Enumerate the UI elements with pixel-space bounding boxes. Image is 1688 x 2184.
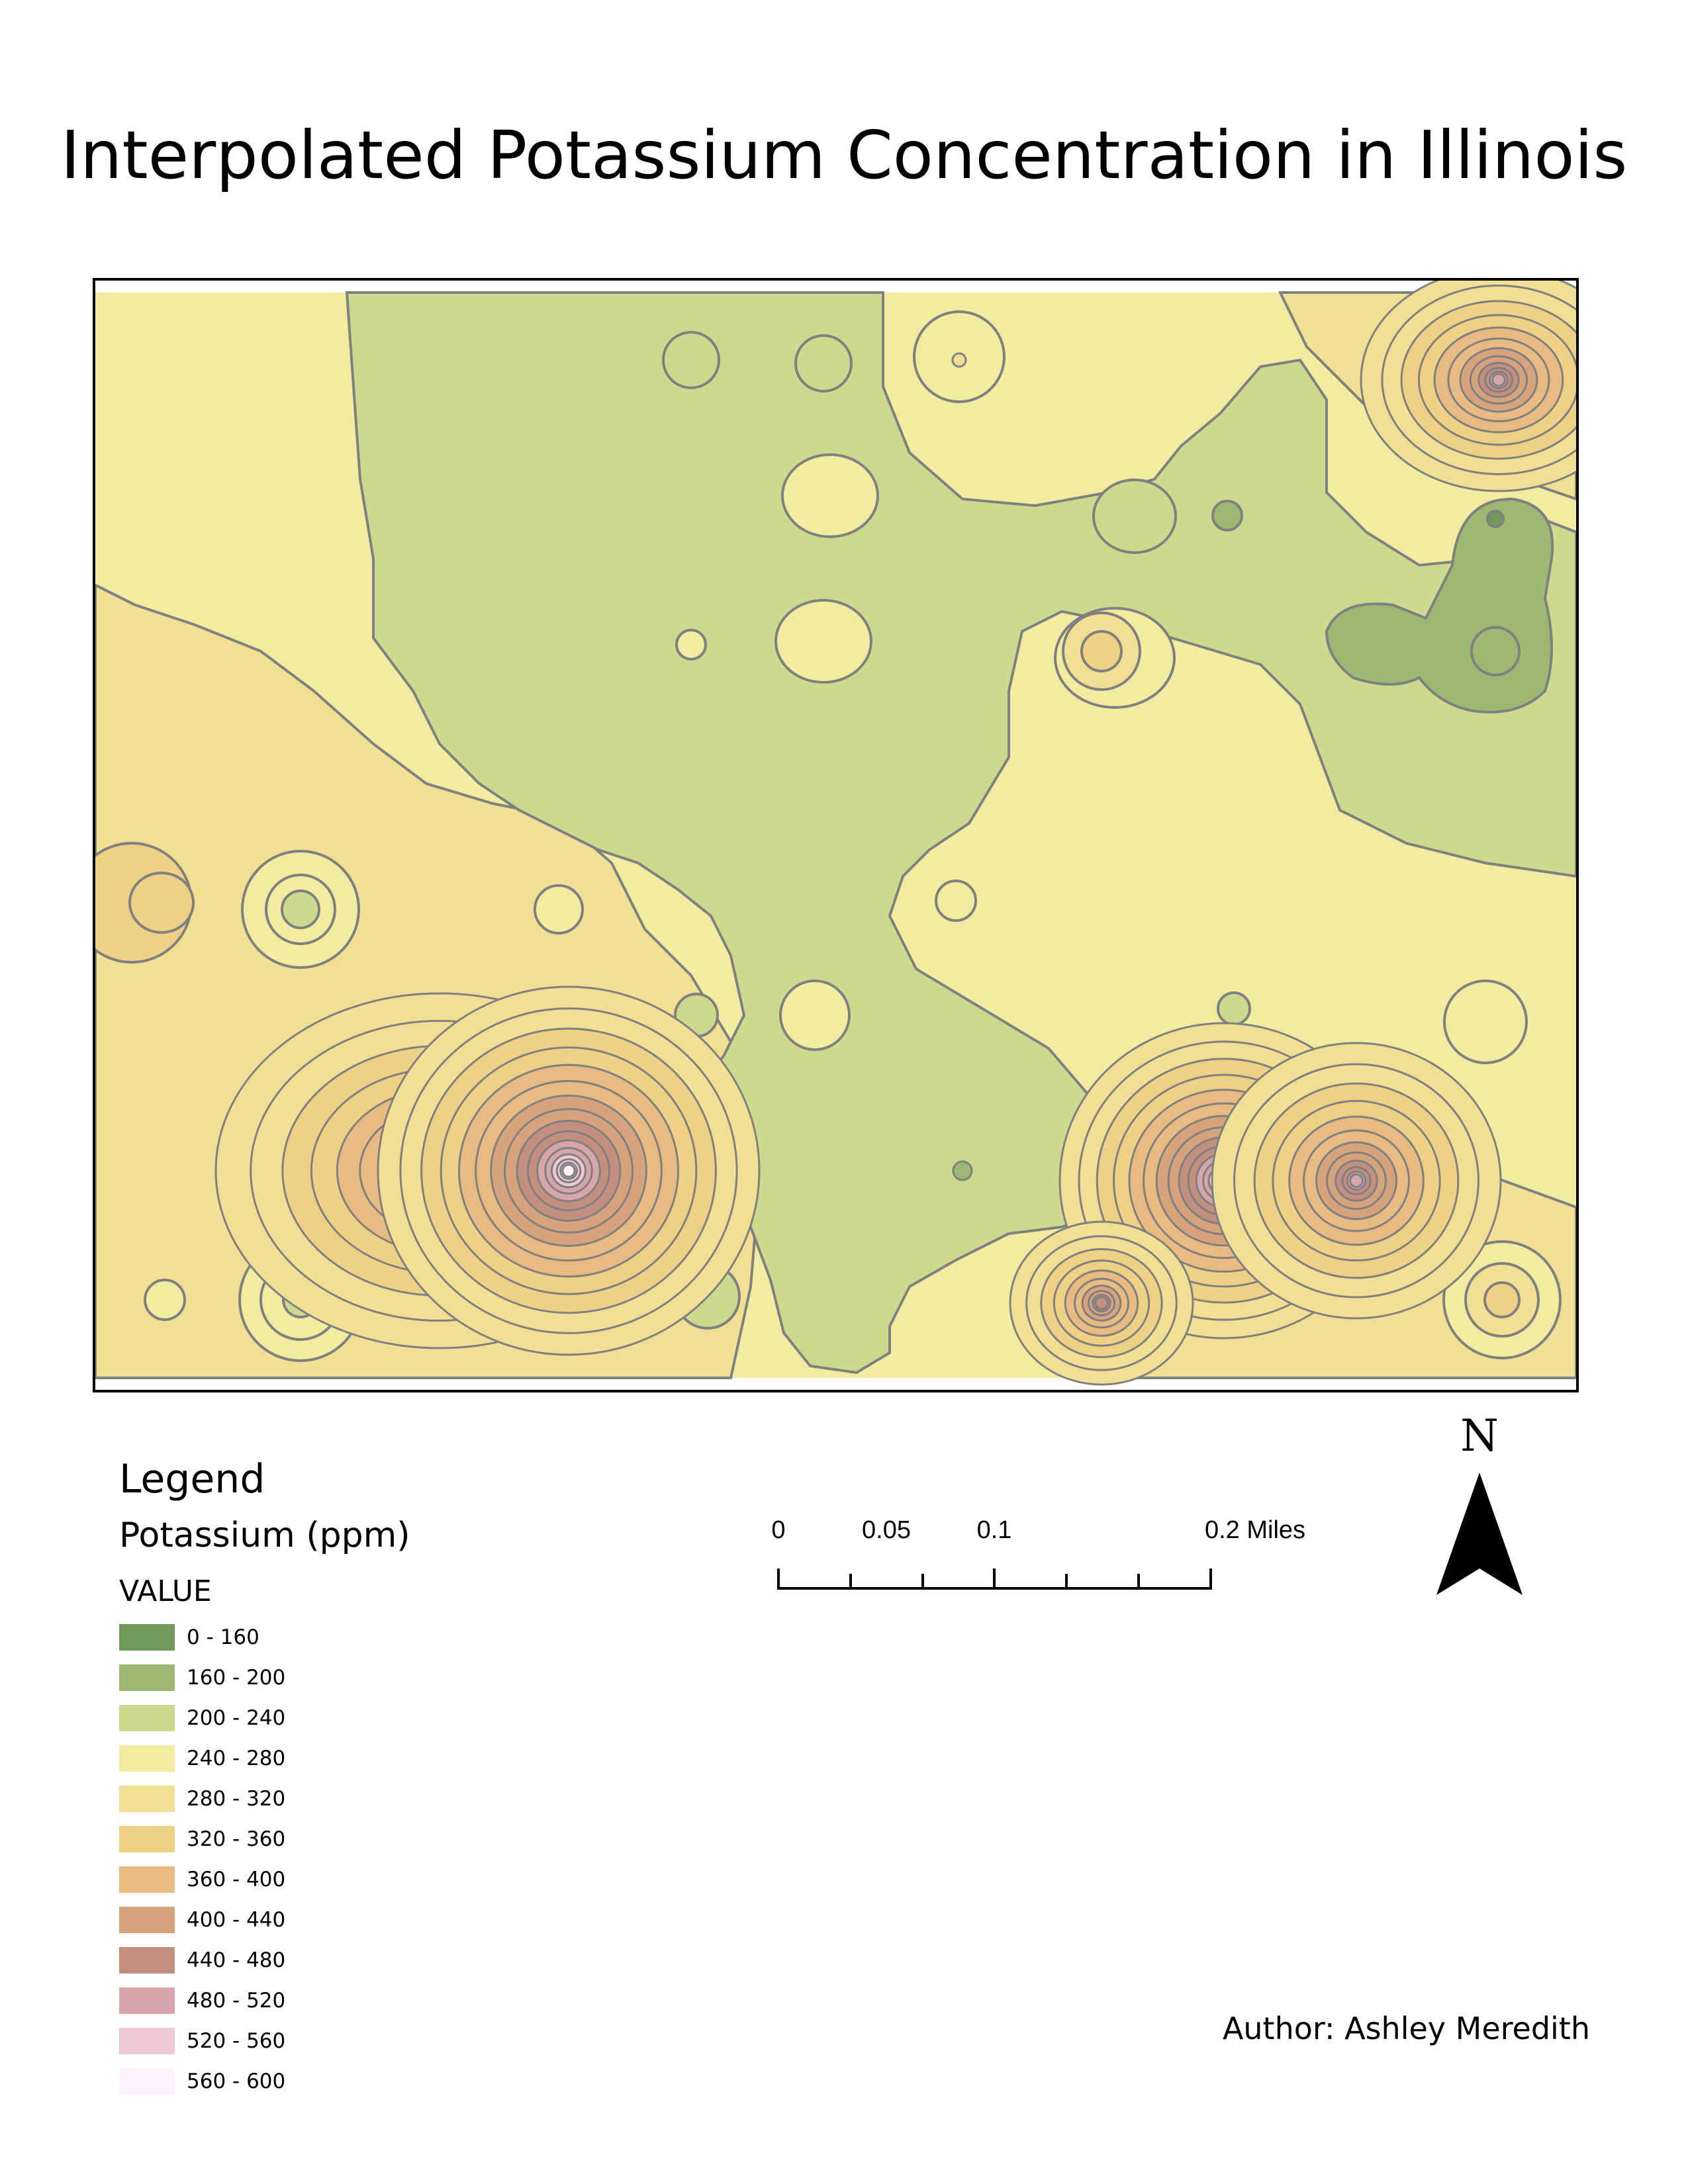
legend-label: 0 - 160 — [187, 1625, 259, 1649]
contour-ring — [1349, 1173, 1364, 1188]
legend-label: 160 - 200 — [187, 1665, 286, 1690]
band-200-240-central — [345, 291, 1576, 1375]
legend-row: 440 - 480 — [119, 1940, 410, 1980]
north-arrow: N — [1423, 1410, 1536, 1628]
legend-label: 240 - 280 — [187, 1746, 286, 1770]
interpolated-surface-map[interactable] — [95, 281, 1576, 1390]
legend-swatch — [119, 1987, 175, 2014]
legend-swatch — [119, 1704, 175, 1731]
hotspot-northeast-peak — [1360, 281, 1576, 492]
legend-swatch — [119, 1825, 175, 1852]
map-title: Interpolated Potassium Concentration in … — [60, 116, 1628, 194]
legend-swatch — [119, 2027, 175, 2054]
legend: Legend Potassium (ppm) VALUE 0 - 160 160 … — [119, 1453, 410, 2101]
legend-swatch — [119, 1946, 175, 1974]
legend-label: 400 - 440 — [187, 1907, 286, 1932]
legend-label: 520 - 560 — [187, 2028, 286, 2053]
legend-row: 160 - 200 — [119, 1657, 410, 1698]
hotspot-south-peak — [1009, 1220, 1194, 1386]
scale-bar: 0 0.05 0.1 0.2 Miles — [768, 1516, 1305, 1595]
legend-label: 560 - 600 — [187, 2069, 286, 2093]
contour-ring — [561, 1163, 576, 1178]
legend-label: 480 - 520 — [187, 1988, 286, 2013]
scale-bar-graphic — [777, 1569, 1212, 1590]
contour-ring — [1094, 1296, 1109, 1310]
legend-layer-name: Potassium (ppm) — [119, 1516, 410, 1555]
legend-row: 320 - 360 — [119, 1819, 410, 1859]
band-0-160-east — [1486, 510, 1505, 528]
legend-swatch — [119, 1745, 175, 1772]
legend-swatch — [119, 1785, 175, 1812]
hotspot-east-peak-right — [1211, 1042, 1502, 1320]
scale-label-0-05: 0.05 — [862, 1516, 911, 1544]
legend-label: 320 - 360 — [187, 1827, 286, 1851]
north-letter: N — [1460, 1410, 1499, 1461]
legend-row: 240 - 280 — [119, 1738, 410, 1778]
legend-field-name: VALUE — [119, 1574, 212, 1608]
legend-swatch — [119, 1866, 175, 1893]
legend-row: 0 - 160 — [119, 1617, 410, 1657]
legend-row: 400 - 440 — [119, 1899, 410, 1940]
legend-class-list: 0 - 160 160 - 200 200 - 240 240 - 280 280 - … — [119, 1617, 410, 2101]
legend-row: 520 - 560 — [119, 2021, 410, 2061]
north-arrow-icon — [1436, 1473, 1523, 1595]
legend-row: 560 - 600 — [119, 2061, 410, 2101]
legend-swatch — [119, 1664, 175, 1691]
hotspot-west-peak-right — [377, 985, 761, 1356]
scale-label-0-2: 0.2 Miles — [1204, 1516, 1306, 1544]
legend-title: Legend — [119, 1456, 265, 1502]
legend-row: 200 - 240 — [119, 1698, 410, 1738]
author-credit: Author: Ashley Meredith — [1222, 2011, 1590, 2046]
scale-label-0-1: 0.1 — [976, 1516, 1012, 1544]
contour-ring — [1491, 373, 1506, 387]
legend-row: 360 - 400 — [119, 1859, 410, 1899]
legend-row: 280 - 320 — [119, 1778, 410, 1819]
legend-label: 200 - 240 — [187, 1706, 286, 1730]
legend-row: 480 - 520 — [119, 1980, 410, 2021]
legend-label: 280 - 320 — [187, 1786, 286, 1811]
legend-swatch — [119, 2068, 175, 2095]
legend-label: 360 - 400 — [187, 1867, 286, 1891]
legend-swatch — [119, 1623, 175, 1651]
legend-swatch — [119, 1906, 175, 1933]
scale-label-0: 0 — [771, 1516, 786, 1544]
legend-label: 440 - 480 — [187, 1948, 286, 1972]
map-frame — [93, 278, 1579, 1392]
